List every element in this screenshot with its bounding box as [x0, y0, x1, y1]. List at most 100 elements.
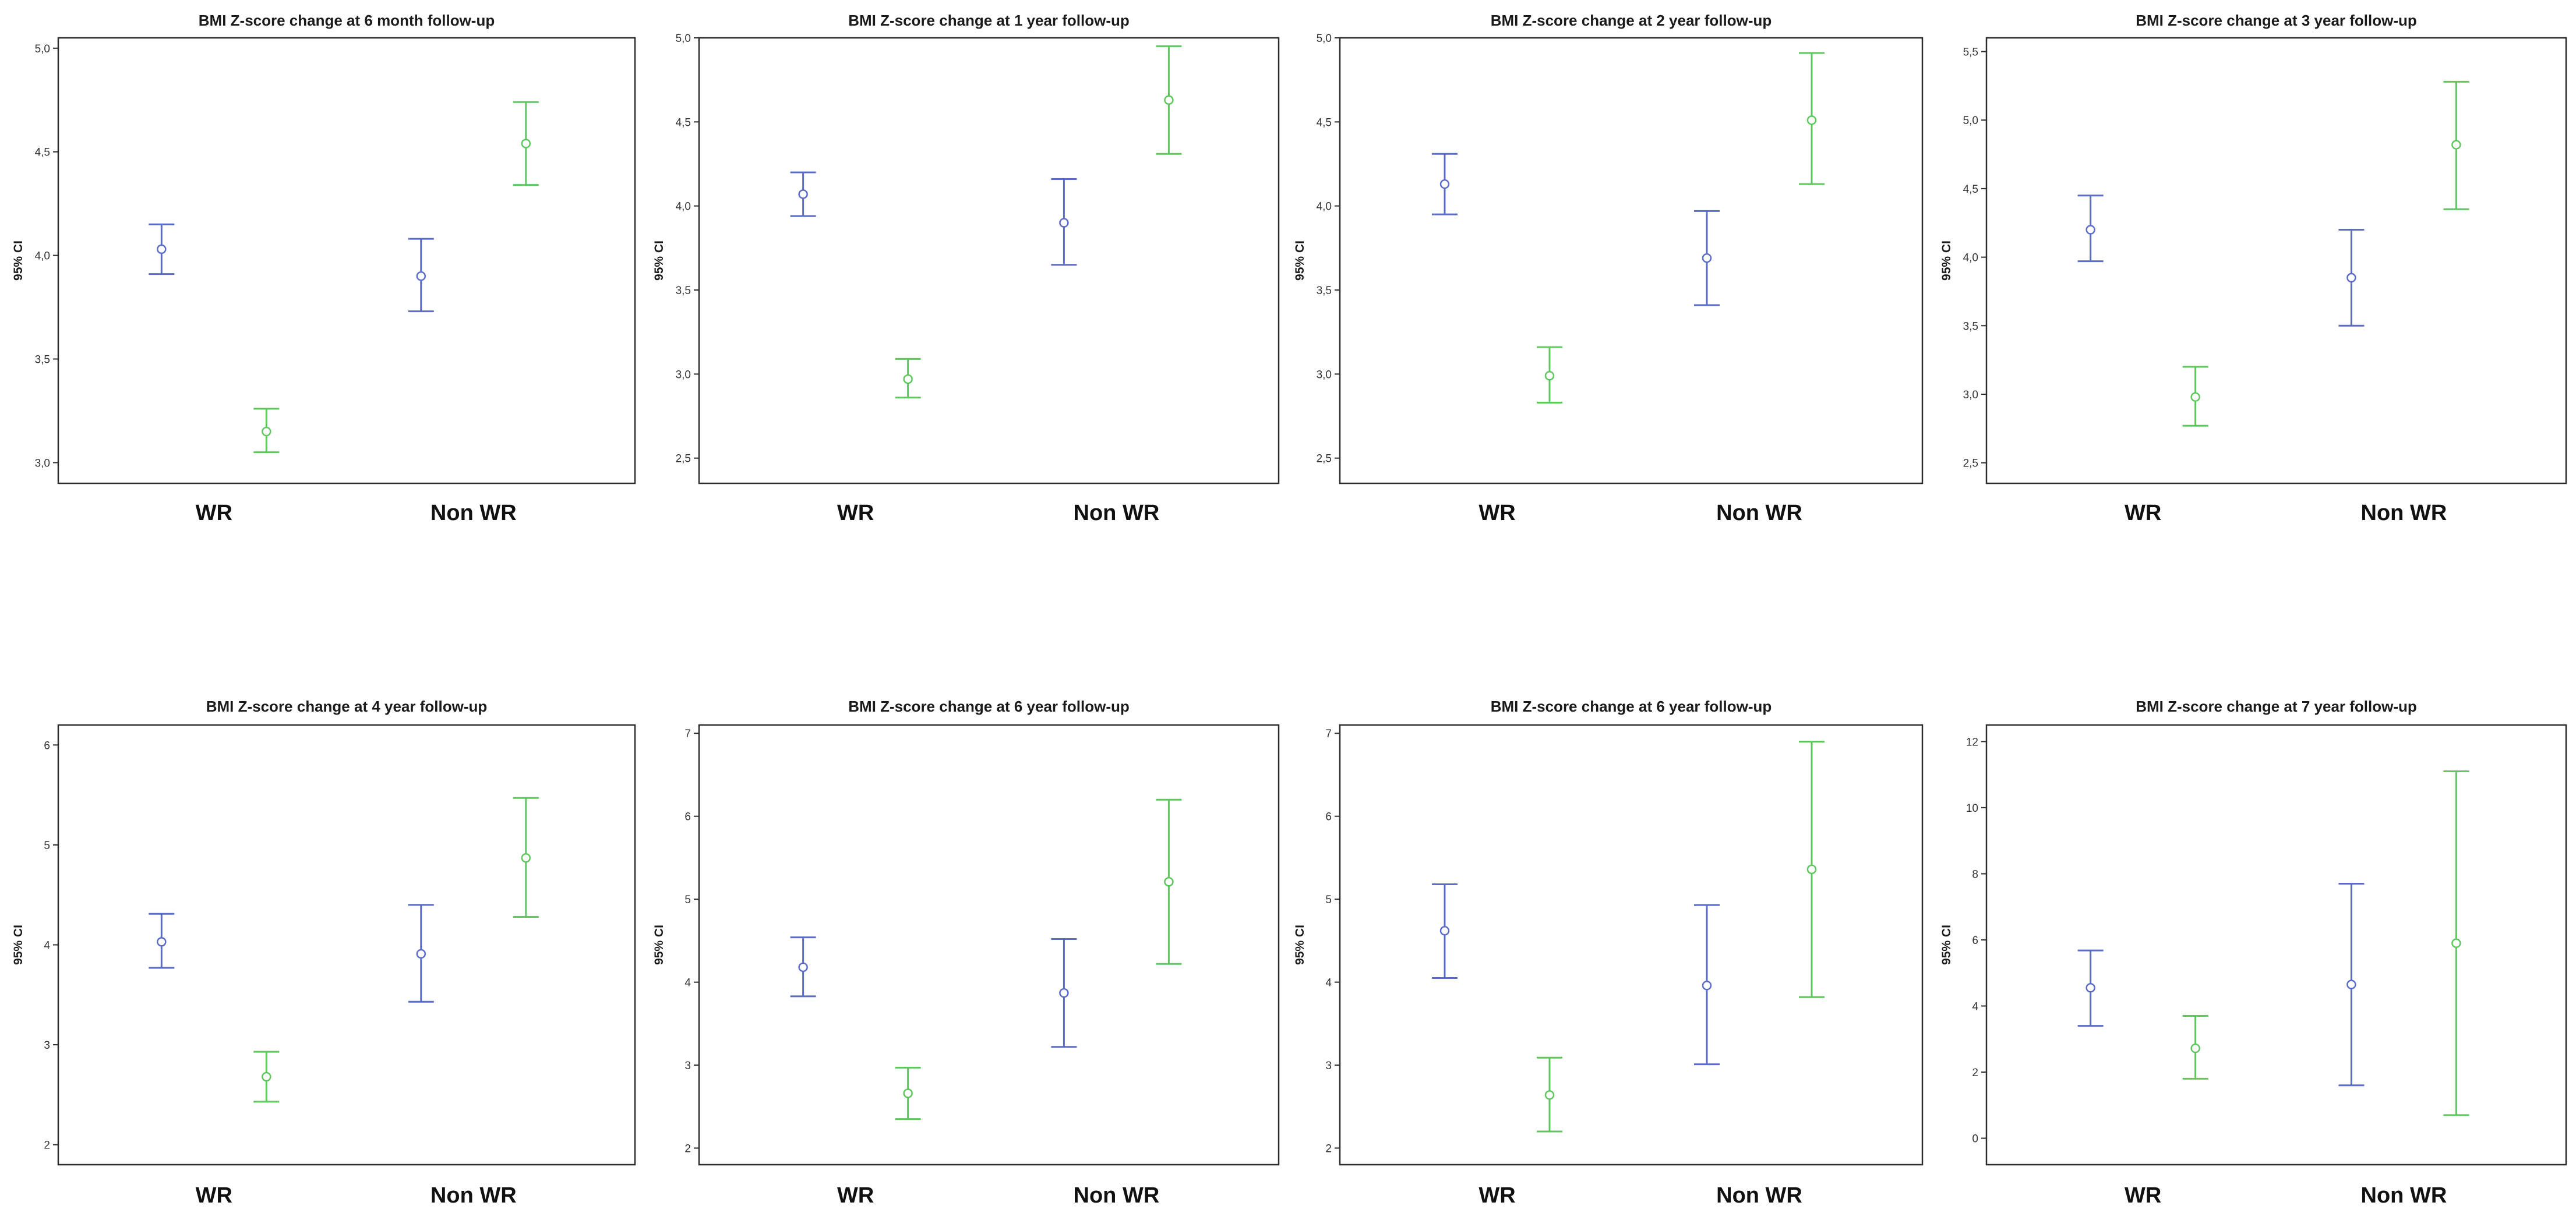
- mean-marker: [2085, 225, 2095, 235]
- error-bar-green-2: [2443, 80, 2469, 210]
- error-bar-green-2: [1799, 740, 1825, 998]
- error-bar-blue-1: [790, 171, 816, 217]
- chart-title: BMI Z-score change at 6 year follow-up: [1491, 698, 1772, 715]
- mean-marker: [1439, 926, 1450, 936]
- error-bar-green-1: [1537, 346, 1562, 404]
- y-tick-label: 4: [44, 940, 50, 952]
- error-bar-blue-1: [149, 913, 175, 969]
- y-tick-label: 5,0: [676, 33, 691, 45]
- y-tick-label: 6: [44, 740, 50, 752]
- y-tick-label: 4: [684, 977, 691, 989]
- mean-marker: [2085, 983, 2095, 993]
- error-bar-green-1: [1537, 1056, 1562, 1133]
- y-tick-label: 2,5: [676, 453, 691, 465]
- mean-marker: [521, 853, 531, 863]
- error-bar-green-2: [513, 797, 539, 918]
- y-tick-label: 3,0: [1963, 389, 1978, 401]
- y-tick-label: 4,0: [676, 201, 691, 213]
- y-tick-label: 0: [1972, 1133, 1978, 1145]
- error-bar-green-1: [253, 408, 280, 454]
- chart-panel-7: BMI Z-score change at 6 year follow-up 2 3…: [1293, 698, 1924, 1208]
- error-bar-blue-2: [1051, 938, 1077, 1048]
- y-tick-label: 4,0: [1317, 201, 1332, 213]
- mean-marker: [1059, 988, 1069, 998]
- category-label: Non WR: [430, 501, 517, 525]
- plot-frame: [1339, 724, 1924, 1166]
- y-tick-label: 4: [1325, 977, 1332, 989]
- y-tick-label: 5: [1325, 894, 1332, 906]
- error-bar-blue-2: [1694, 904, 1720, 1066]
- error-bar-blue-1: [1432, 883, 1458, 979]
- mean-marker: [262, 1072, 271, 1082]
- plot-frame: [698, 724, 1280, 1166]
- y-tick-label: 7: [684, 728, 691, 740]
- error-bar-blue-1: [2077, 949, 2104, 1027]
- y-axis-label: 95% CI: [1293, 925, 1307, 965]
- category-label: WR: [2125, 1183, 2161, 1208]
- mean-marker: [1544, 370, 1555, 381]
- y-tick-label: 2: [1325, 1143, 1332, 1155]
- y-tick-label: 2: [684, 1143, 691, 1155]
- y-axis-label: 95% CI: [1293, 241, 1307, 281]
- category-label: Non WR: [1074, 1183, 1160, 1208]
- error-bar-blue-1: [149, 223, 175, 275]
- mean-marker: [1806, 115, 1817, 125]
- y-tick-label: 6: [1325, 811, 1332, 823]
- mean-marker: [1164, 876, 1174, 887]
- chart-title: BMI Z-score change at 2 year follow-up: [1491, 12, 1772, 29]
- chart-panel-6: BMI Z-score change at 6 year follow-up 2 3…: [652, 698, 1280, 1208]
- chart-panel-4: BMI Z-score change at 3 year follow-up 2,…: [1940, 12, 2567, 525]
- y-axis-label: 95% CI: [1940, 241, 1953, 281]
- y-tick-label: 4,5: [676, 116, 691, 129]
- chart-panel-2: BMI Z-score change at 1 year follow-up 2,…: [652, 12, 1280, 525]
- mean-marker: [903, 1088, 913, 1098]
- mean-marker: [1059, 218, 1069, 228]
- y-tick-label: 3,5: [676, 285, 691, 297]
- plot-frame: [698, 37, 1280, 485]
- y-tick-label: 3: [1325, 1060, 1332, 1072]
- mean-marker: [2346, 979, 2356, 989]
- category-label: WR: [2125, 501, 2161, 525]
- category-label: Non WR: [1716, 501, 1802, 525]
- chart-title: BMI Z-score change at 7 year follow-up: [2136, 698, 2417, 715]
- error-bar-green-2: [2443, 770, 2469, 1116]
- category-label: WR: [837, 501, 874, 525]
- error-bar-blue-2: [1051, 178, 1077, 266]
- chart-title: BMI Z-score change at 6 year follow-up: [848, 698, 1130, 715]
- error-bar-green-2: [1799, 52, 1825, 185]
- y-tick-label: 10: [1966, 802, 1978, 815]
- error-bar-green-1: [253, 1051, 280, 1103]
- error-bar-blue-1: [1432, 153, 1458, 215]
- y-tick-label: 3,0: [35, 457, 50, 469]
- y-axis-label: 95% CI: [652, 241, 666, 281]
- y-tick-label: 5,5: [1963, 47, 1978, 59]
- y-tick-label: 5: [44, 840, 50, 852]
- category-label: Non WR: [2361, 501, 2447, 525]
- category-label: WR: [196, 501, 232, 525]
- y-tick-label: 3: [684, 1060, 691, 1072]
- mean-marker: [2190, 392, 2200, 402]
- y-tick-label: 3,5: [1963, 320, 1978, 333]
- mean-marker: [2451, 140, 2461, 150]
- y-tick-label: 5,0: [1317, 33, 1332, 45]
- category-label: WR: [1478, 1183, 1515, 1208]
- error-bar-green-2: [1156, 45, 1182, 155]
- error-bar-blue-2: [2338, 882, 2365, 1087]
- y-tick-label: 4,5: [1963, 183, 1978, 196]
- y-tick-label: 2,5: [1317, 453, 1332, 465]
- y-tick-label: 3,0: [676, 369, 691, 381]
- mean-marker: [416, 271, 426, 281]
- chart-panel-8: BMI Z-score change at 7 year follow-up 0 2…: [1940, 698, 2567, 1208]
- category-label: Non WR: [430, 1183, 517, 1208]
- y-axis-label: 95% CI: [1940, 925, 1953, 965]
- mean-marker: [1702, 981, 1712, 991]
- category-label: Non WR: [1716, 1183, 1802, 1208]
- error-bar-blue-2: [1694, 210, 1720, 306]
- mean-marker: [903, 374, 913, 384]
- mean-marker: [1439, 179, 1450, 189]
- y-tick-label: 5,0: [35, 43, 50, 55]
- chart-panel-3: BMI Z-score change at 2 year follow-up 2,…: [1293, 12, 1924, 525]
- error-bar-blue-2: [408, 238, 434, 313]
- y-tick-label: 5,0: [1963, 115, 1978, 127]
